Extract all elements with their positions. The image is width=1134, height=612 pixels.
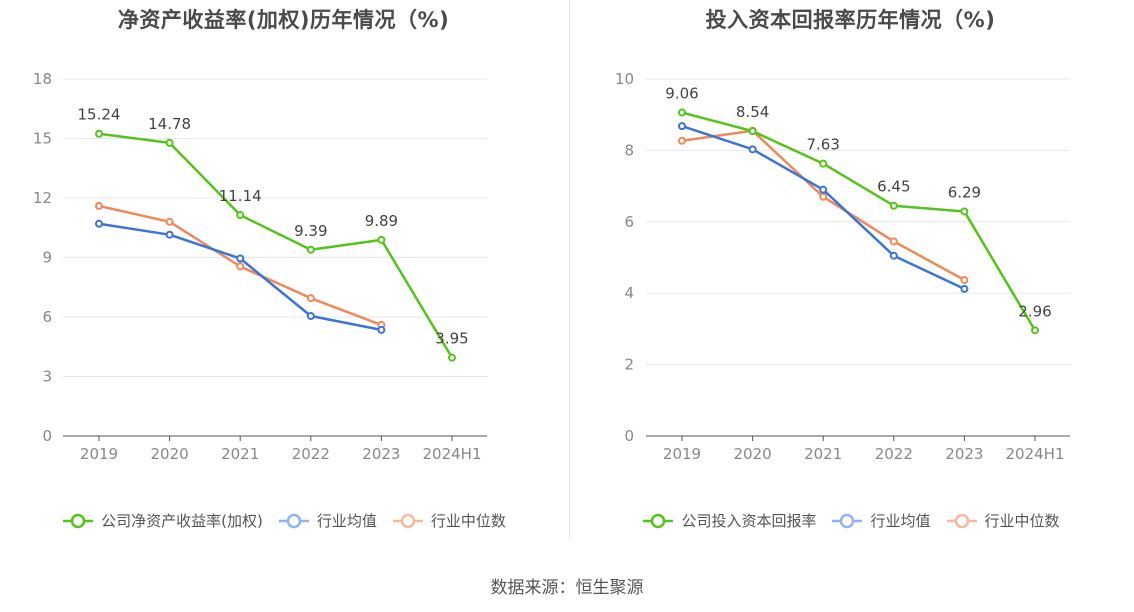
panel-divider xyxy=(569,0,570,540)
data-point xyxy=(377,235,386,244)
data-point xyxy=(889,251,898,260)
x-tick-label: 2021 xyxy=(221,445,259,463)
legend-label: 公司投入资本回报率 xyxy=(681,512,817,530)
data-point xyxy=(306,245,315,254)
series-line xyxy=(681,111,1037,331)
legend-roe: 公司净资产收益率(加权) 行业均值 行业中位数 xyxy=(0,510,567,531)
data-point xyxy=(95,219,103,228)
data-point xyxy=(748,145,757,154)
data-point xyxy=(678,108,686,117)
legend-label: 行业均值 xyxy=(316,512,377,530)
data-point xyxy=(165,217,174,226)
legend-item-company-roe[interactable]: 公司净资产收益率(加权) xyxy=(61,510,263,531)
x-tick-label: 2022 xyxy=(292,445,330,463)
data-source: 数据来源：恒生聚源 xyxy=(490,578,644,598)
y-tick-label: 10 xyxy=(615,70,634,88)
data-point xyxy=(960,207,969,216)
data-label: 11.14 xyxy=(219,187,262,205)
y-tick-label: 18 xyxy=(33,70,52,88)
series-line xyxy=(98,132,454,359)
y-tick-label: 3 xyxy=(42,368,52,386)
data-point xyxy=(95,201,103,210)
data-point xyxy=(960,284,969,293)
data-point xyxy=(306,312,315,321)
y-tick-label: 2 xyxy=(624,356,634,374)
x-tick-label: 2020 xyxy=(734,445,772,463)
legend-swatch-company xyxy=(643,513,674,528)
data-label: 2.96 xyxy=(1018,302,1051,320)
x-tick-label: 2021 xyxy=(804,445,842,463)
data-point xyxy=(448,353,456,362)
series-line xyxy=(98,222,382,332)
data-label: 3.95 xyxy=(435,330,468,348)
y-tick-label: 6 xyxy=(624,213,634,231)
data-label: 9.06 xyxy=(665,85,698,103)
roe-chart-panel: 净资产收益率(加权)历年情况（%) 0 3 6 9 12 15 18 2019 2020 2021… xyxy=(0,0,567,560)
data-point xyxy=(236,254,245,263)
data-point xyxy=(306,294,315,303)
legend-label: 公司净资产收益率(加权) xyxy=(101,512,263,530)
x-tick-label: 2019 xyxy=(80,445,118,463)
data-point xyxy=(165,138,174,147)
legend-swatch-company xyxy=(63,513,94,528)
legend-label: 行业均值 xyxy=(870,512,931,530)
data-label: 14.78 xyxy=(148,115,191,133)
chart-title-roe: 净资产收益率(加权)历年情况（%) xyxy=(117,8,450,32)
x-tick-label: 2024H1 xyxy=(1006,445,1065,463)
data-point xyxy=(889,201,898,210)
y-tick-label: 12 xyxy=(33,189,52,207)
data-point xyxy=(678,122,686,131)
y-tick-label: 0 xyxy=(624,427,634,445)
legend-item-industry-median[interactable]: 行业中位数 xyxy=(391,510,506,531)
data-point xyxy=(960,275,969,284)
roic-chart-panel: 投入资本回报率历年情况（%) 0 2 4 6 8 10 2019 2020 2021 2022 20… xyxy=(567,0,1134,560)
legend-roic: 公司投入资本回报率 行业均值 行业中位数 xyxy=(567,510,1134,531)
data-label: 9.89 xyxy=(365,212,398,230)
roic-chart-svg: 0 2 4 6 8 10 2019 2020 2021 2022 2023 2024H1 9.06 8.5… xyxy=(615,70,1070,463)
legend-item-industry-median[interactable]: 行业中位数 xyxy=(945,510,1060,531)
data-point xyxy=(165,230,174,239)
data-point xyxy=(889,237,898,246)
legend-swatch-median xyxy=(392,513,423,528)
legend-item-company-roic[interactable]: 公司投入资本回报率 xyxy=(641,510,816,531)
x-tick-label: 2022 xyxy=(875,445,913,463)
roe-chart-svg: 0 3 6 9 12 15 18 2019 2020 2021 2022 2023 2024H1 15.2… xyxy=(33,70,487,463)
data-point xyxy=(819,192,828,201)
data-label: 9.39 xyxy=(294,222,327,240)
x-tick-label: 2023 xyxy=(945,445,983,463)
y-tick-label: 6 xyxy=(42,308,52,326)
data-point xyxy=(678,136,686,145)
data-label: 7.63 xyxy=(806,136,839,154)
y-tick-label: 0 xyxy=(42,427,52,445)
data-point xyxy=(95,129,103,138)
x-tick-label: 2024H1 xyxy=(423,445,482,463)
data-point xyxy=(1031,326,1039,335)
y-tick-label: 4 xyxy=(624,284,634,302)
legend-swatch-mean xyxy=(832,513,863,528)
data-label: 8.54 xyxy=(736,103,769,121)
data-point xyxy=(819,159,828,168)
data-point xyxy=(748,127,757,136)
legend-item-industry-mean[interactable]: 行业均值 xyxy=(277,510,377,531)
data-label: 6.29 xyxy=(948,183,981,201)
legend-label: 行业中位数 xyxy=(984,512,1060,530)
data-label: 15.24 xyxy=(78,106,121,124)
legend-swatch-median xyxy=(946,513,977,528)
legend-item-industry-mean[interactable]: 行业均值 xyxy=(830,510,931,531)
y-tick-label: 8 xyxy=(624,141,634,159)
legend-label: 行业中位数 xyxy=(430,512,506,530)
x-tick-label: 2020 xyxy=(151,445,189,463)
data-label: 6.45 xyxy=(877,178,910,196)
chart-title-roic: 投入资本回报率历年情况（%) xyxy=(705,8,996,32)
data-point xyxy=(377,325,386,334)
data-point xyxy=(236,262,245,271)
x-tick-label: 2019 xyxy=(663,445,701,463)
y-tick-label: 15 xyxy=(33,130,52,148)
x-tick-label: 2023 xyxy=(362,445,400,463)
y-tick-label: 9 xyxy=(42,249,52,267)
legend-swatch-mean xyxy=(278,513,309,528)
data-point xyxy=(819,185,828,194)
data-point xyxy=(236,211,245,220)
